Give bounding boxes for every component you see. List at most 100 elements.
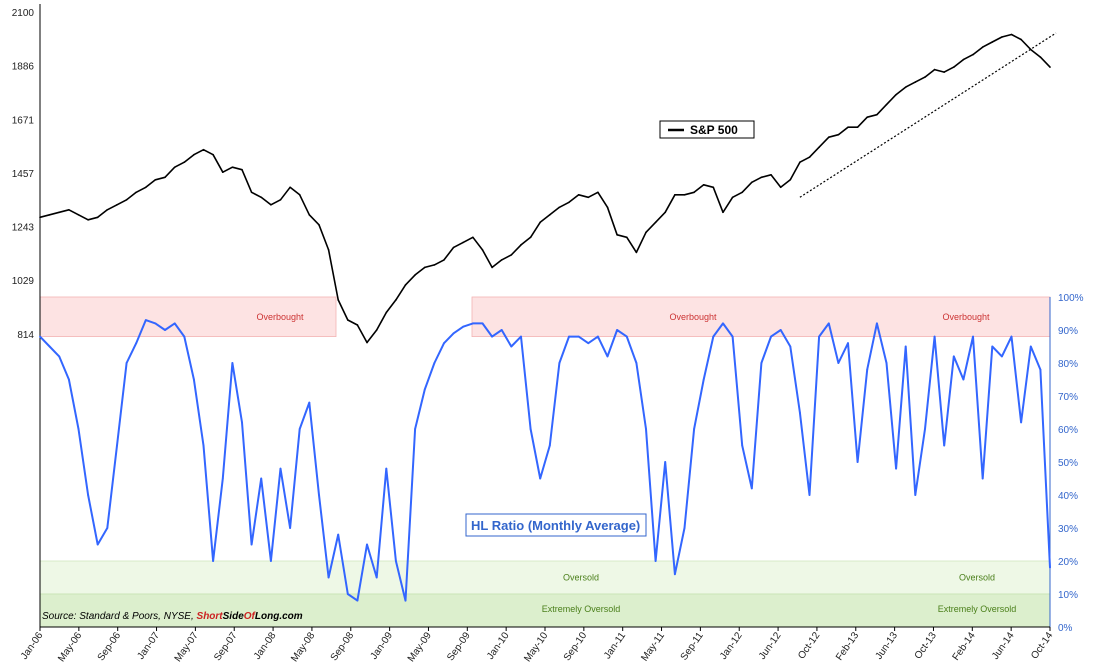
sp500-point xyxy=(760,176,763,179)
hl-ratio-line xyxy=(39,319,1051,602)
sp500-point xyxy=(866,116,869,118)
hl-ratio-point xyxy=(731,335,734,338)
hl-ratio-point xyxy=(866,368,869,371)
sp500-point xyxy=(876,113,878,116)
hl-ratio-point xyxy=(510,345,513,348)
sp500-point xyxy=(96,216,99,219)
left-tick-label: 1886 xyxy=(12,62,35,73)
hl-ratio-point xyxy=(683,527,686,529)
x-tick-label: Oct-12 xyxy=(796,630,822,661)
right-tick-label: 30% xyxy=(1058,524,1078,535)
hl-ratio-point xyxy=(154,322,157,325)
sp500-point xyxy=(337,299,339,301)
sp500-point xyxy=(549,214,551,216)
sp500-point xyxy=(145,186,147,189)
sp500-point xyxy=(164,176,166,179)
hl-ratio-point xyxy=(722,322,724,325)
x-tick-label: Jan-08 xyxy=(252,630,279,662)
sp500-point xyxy=(606,206,609,209)
extremely-oversold-zone xyxy=(39,593,1051,628)
sp500-point xyxy=(375,329,378,331)
sp500-point xyxy=(173,166,176,169)
hl-ratio-point xyxy=(606,355,609,358)
hl-ratio-point xyxy=(404,599,407,602)
hl-ratio-point xyxy=(491,335,493,338)
hl-ratio-point xyxy=(904,345,907,348)
hl-ratio-point xyxy=(116,444,118,447)
sp500-point xyxy=(106,209,109,211)
hl-ratio-point xyxy=(298,428,301,430)
hl-ratio-point xyxy=(895,467,897,470)
overbought-label: Overbought xyxy=(669,312,717,322)
sp500-point xyxy=(924,76,926,78)
hl-ratio-point xyxy=(221,477,224,480)
sp500-point xyxy=(125,198,128,201)
oversold-label: Oversold xyxy=(563,573,599,583)
sp500-point xyxy=(625,236,628,239)
sp500-point xyxy=(500,259,503,261)
oversold-zone xyxy=(39,560,1051,595)
hl-ratio-point xyxy=(1010,335,1013,338)
hl-ratio-point xyxy=(106,527,109,529)
hl-ratio-point xyxy=(818,335,821,338)
sp500-point xyxy=(722,211,724,214)
left-tick-label: 1671 xyxy=(12,115,35,126)
sp500-point xyxy=(808,156,811,159)
sp500-point xyxy=(779,186,782,189)
hl-ratio-point xyxy=(308,401,311,404)
sp500-point xyxy=(520,244,522,246)
hl-ratio-point xyxy=(366,543,368,546)
sp500-point xyxy=(827,136,830,138)
source-brand-long: Long xyxy=(255,611,279,622)
sp500-point xyxy=(654,221,657,224)
right-tick-label: 70% xyxy=(1058,392,1078,403)
sp500-legend-box xyxy=(659,120,755,139)
hl-ratio-point xyxy=(269,560,272,562)
hl-ratio-point xyxy=(827,322,830,325)
overbought-label: Overbought xyxy=(256,312,304,322)
hl-ratio-point xyxy=(135,342,138,345)
source-note: Source: Standard & Poors, NYSE, ShortSid… xyxy=(42,611,303,622)
hl-ratio-point xyxy=(943,444,946,447)
sp500-point xyxy=(116,203,118,206)
sp500-point xyxy=(962,58,965,61)
sp500-point xyxy=(635,251,638,254)
hl-ratio-point xyxy=(914,494,917,496)
sp500-point xyxy=(577,193,580,196)
zone-layer: Overbought Overbought Overbought Oversold Ov… xyxy=(39,296,1051,628)
hl-ratio-point xyxy=(173,322,176,325)
hl-ratio-point xyxy=(327,576,330,579)
x-tick-label: Sep-08 xyxy=(329,630,357,663)
sp500-point xyxy=(837,133,840,136)
sp500-point xyxy=(423,266,426,269)
right-tick-label: 60% xyxy=(1058,425,1078,436)
oversold-label: Oversold xyxy=(959,573,995,583)
hl-ratio-point xyxy=(548,444,551,447)
right-tick-label: 10% xyxy=(1058,590,1078,601)
x-tick-label: Sep-07 xyxy=(212,630,240,663)
hl-ratio-point xyxy=(625,335,628,338)
sp500-point xyxy=(491,266,493,269)
sp500-point xyxy=(664,211,667,214)
hl-ratio-point xyxy=(125,362,128,364)
sp500-point xyxy=(202,148,205,151)
left-axis: 2100 1886 1671 1457 1243 1029 814 xyxy=(12,4,41,627)
sp500-point xyxy=(414,274,416,276)
hl-ratio-point xyxy=(337,533,340,536)
right-tick-label: 40% xyxy=(1058,491,1078,502)
sp500-point xyxy=(597,191,599,194)
sp500-trendline xyxy=(799,32,1057,198)
hl-ratio-point xyxy=(645,428,647,430)
hl-ratio-point xyxy=(346,593,349,595)
sp500-point xyxy=(327,249,330,251)
hl-ratio-point xyxy=(885,362,888,364)
sp500-point xyxy=(568,201,570,204)
sp500-point xyxy=(481,249,484,251)
sp500-point xyxy=(472,236,474,239)
sp500-point xyxy=(58,211,61,214)
sp500-point xyxy=(433,264,436,266)
sp500-point xyxy=(953,66,955,68)
x-axis: Jan-06 May-06 Sep-06 Jan-07 May-07 Sep-07 Jan-… xyxy=(19,626,1056,664)
right-tick-label: 20% xyxy=(1058,557,1078,568)
